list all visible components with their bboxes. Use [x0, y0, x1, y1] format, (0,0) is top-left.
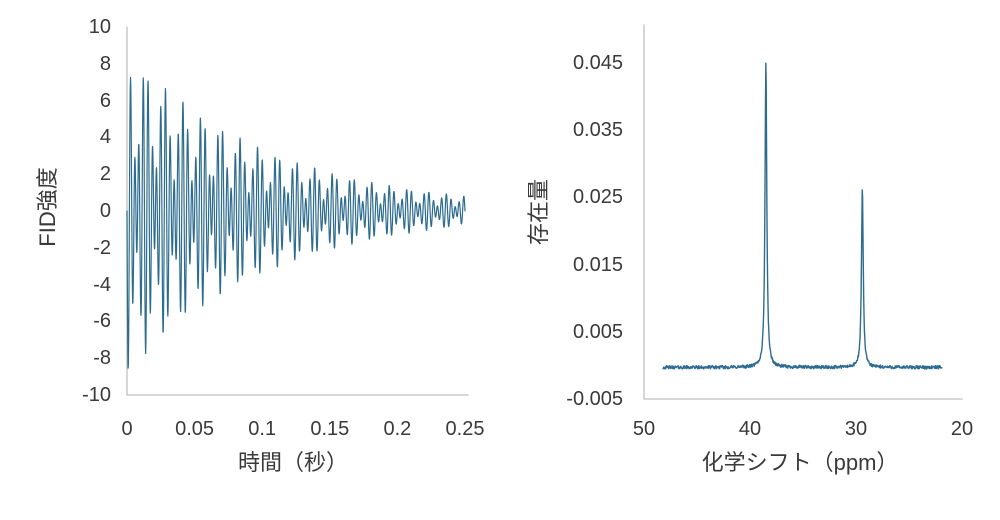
fid-x-tick-label: 0.2	[383, 418, 412, 440]
fid-y-tick-label: 8	[99, 52, 111, 75]
fid-y-tick-label: 2	[99, 163, 111, 186]
fid-x-tick-label: 0.15	[310, 418, 350, 440]
fid-y-tick-label: -8	[93, 347, 111, 370]
fid-y-tick-label: 4	[99, 126, 111, 149]
spectrum-y-axis-title: 存在量	[526, 178, 551, 246]
spectrum-x-tick-label: 40	[738, 418, 762, 440]
fid-y-tick-label: 0	[99, 200, 111, 222]
fid-y-axis-title: FID強度	[35, 167, 60, 247]
fid-x-tick-label: 0.1	[248, 418, 277, 440]
fid-y-tick-label: 6	[99, 89, 111, 112]
spectrum-y-tick-label: 0.005	[572, 320, 623, 343]
fid-series-line	[126, 76, 466, 369]
fid-y-tick-label: -4	[93, 273, 111, 296]
fid-axis-lines	[126, 26, 469, 396]
fid-y-tick-label: -2	[93, 236, 111, 259]
spectrum-x-tick-label: 30	[844, 418, 868, 440]
spectrum-x-tick-label: 20	[950, 418, 974, 440]
spectrum-x-tick-label: 50	[632, 418, 656, 440]
fid-y-tick-label: -10	[82, 384, 111, 406]
spectrum-y-tick-label: -0.005	[566, 388, 623, 410]
fid-x-axis-title: 時間（秒）	[237, 450, 349, 475]
fid-x-tick-label: 0	[121, 418, 133, 440]
fid-y-tick-label: -6	[93, 310, 111, 333]
spectrum-plot-area	[643, 24, 963, 400]
spectrum-y-tick-label: 0.035	[572, 118, 623, 141]
spectrum-y-tick-label: 0.015	[572, 253, 623, 276]
nmr-spectrum-chart: 存在量 化学シフト（ppm） 0.045 0.035 0.025 0.015 0.005…	[500, 0, 1000, 520]
fid-plot-area	[126, 26, 469, 396]
spectrum-axis-lines	[643, 24, 963, 400]
spectrum-y-tick-label: 0.045	[572, 51, 623, 74]
fid-x-tick-label: 0.25	[445, 418, 485, 440]
spectrum-series-line	[662, 62, 943, 370]
spectrum-y-tick-label: 0.025	[572, 186, 623, 209]
fid-y-tick-label: 10	[88, 16, 111, 38]
fid-time-domain-chart: FID強度 時間（秒） 10 8 6 4 2 0 -2 -4 -6 -8 -10 0 0.05 0.1 0.…	[35, 16, 485, 475]
spectrum-x-axis-title: 化学シフト（ppm）	[701, 450, 899, 475]
fid-x-tick-label: 0.05	[175, 418, 215, 440]
